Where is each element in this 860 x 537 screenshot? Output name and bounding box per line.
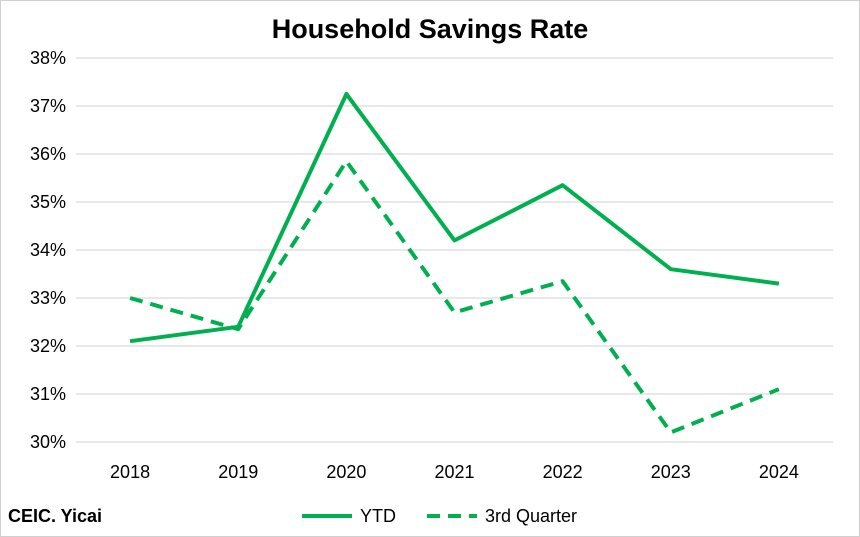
y-tick-label: 36%	[30, 144, 66, 164]
x-tick-label: 2024	[759, 462, 799, 482]
x-tick-label: 2021	[434, 462, 474, 482]
y-axis-ticks: 30% 31% 32% 33% 34% 35% 36% 37% 38%	[30, 48, 66, 452]
y-tick-label: 30%	[30, 432, 66, 452]
y-tick-label: 38%	[30, 48, 66, 68]
legend-label: 3rd Quarter	[485, 506, 577, 526]
legend: YTD 3rd Quarter	[302, 506, 577, 526]
y-tick-label: 32%	[30, 336, 66, 356]
chart-title: Household Savings Rate	[272, 14, 589, 44]
series-lines	[129, 92, 780, 435]
x-tick-label: 2020	[326, 462, 366, 482]
x-tick-label: 2019	[218, 462, 258, 482]
legend-label: YTD	[360, 506, 396, 526]
y-tick-label: 35%	[30, 192, 66, 212]
y-tick-label: 31%	[30, 384, 66, 404]
y-tick-label: 37%	[30, 96, 66, 116]
x-tick-label: 2018	[110, 462, 150, 482]
y-tick-label: 33%	[30, 288, 66, 308]
y-tick-label: 34%	[30, 240, 66, 260]
x-axis-ticks: 2018 2019 2020 2021 2022 2023 2024	[110, 462, 799, 482]
gridlines	[76, 57, 833, 443]
series-line-ytd	[129, 92, 780, 344]
x-tick-label: 2023	[651, 462, 691, 482]
x-tick-label: 2022	[543, 462, 583, 482]
source-note: CEIC. Yicai	[8, 506, 102, 526]
